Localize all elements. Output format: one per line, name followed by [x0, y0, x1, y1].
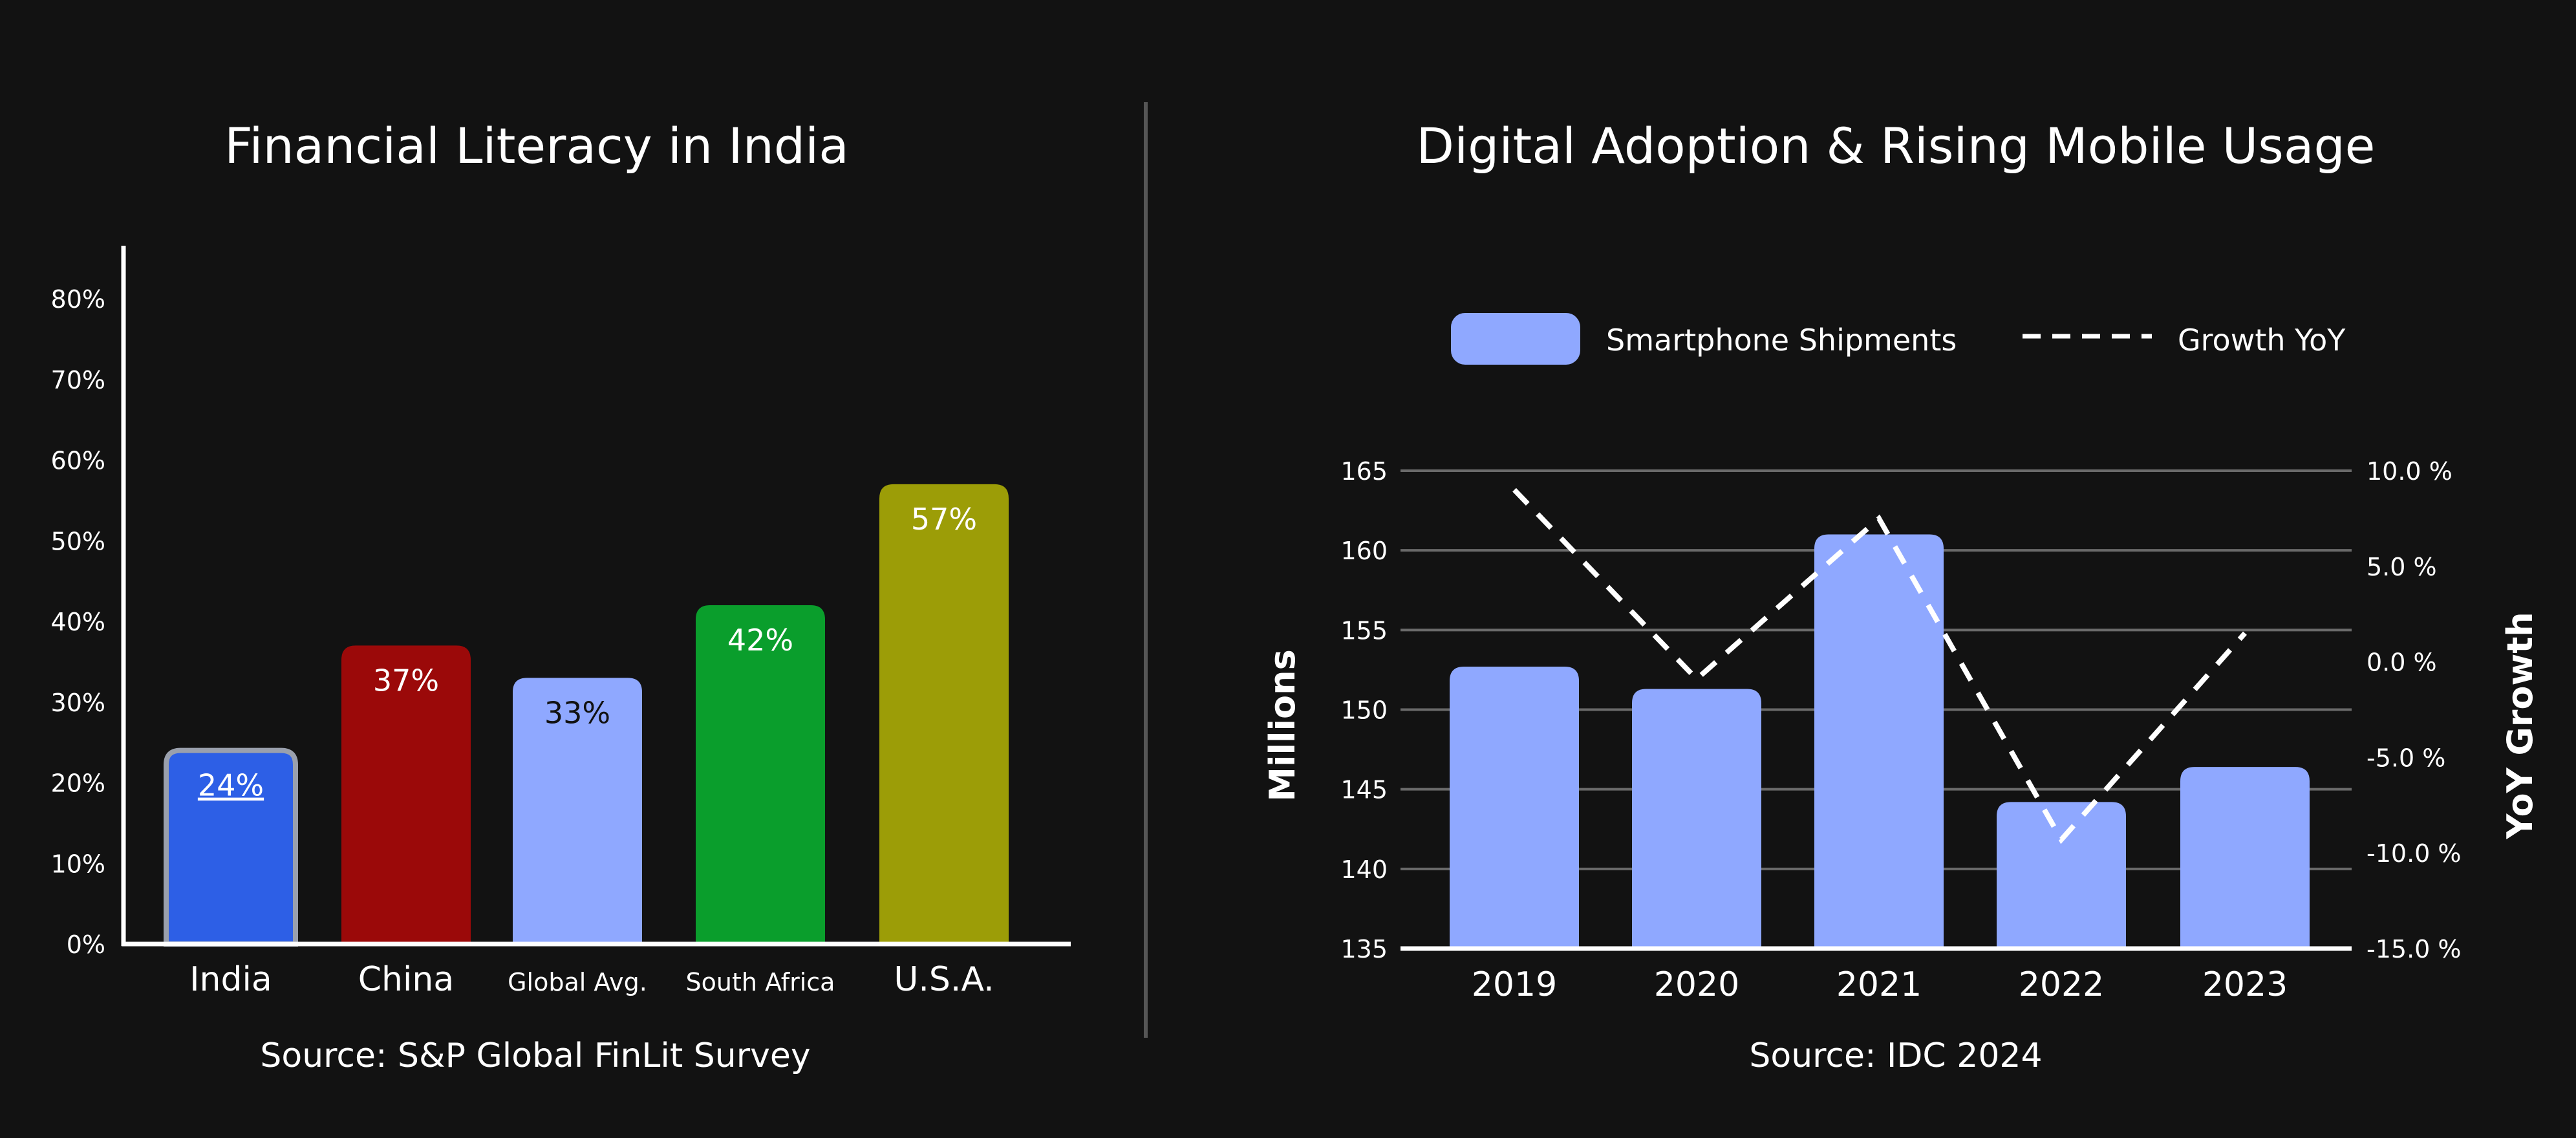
value-label-india: 24%	[198, 768, 264, 803]
category-label-u-s-a: U.S.A.	[894, 960, 994, 999]
right-axis-tick-label: -5.0 %	[2367, 744, 2445, 772]
bar-2022	[1997, 802, 2126, 949]
bar-2020	[1632, 689, 1761, 949]
left-category-labels: India China Global Avg. South Africa U.S.A.	[189, 960, 994, 999]
category-label-2021: 2021	[1836, 965, 1922, 1004]
bar-india	[164, 747, 298, 947]
left-y-tick-label: 30%	[51, 689, 105, 717]
category-label-2020: 2020	[1654, 965, 1739, 1004]
right-axis-tick-label: -10.0 %	[2367, 839, 2462, 868]
left-axis-title: Millions	[1262, 649, 1303, 801]
legend-bar-swatch	[1451, 313, 1580, 365]
right-axis-tick-label: 0.0 %	[2367, 649, 2437, 677]
bar-2021	[1814, 534, 1944, 949]
left-axis-tick-label: 135	[1340, 935, 1388, 963]
left-y-tick-label: 80%	[51, 285, 105, 314]
left-value-labels: 24% 37% 33% 42% 57%	[198, 502, 977, 803]
right-left-axis-ticks: 135 140 145 150 155 160 165	[1340, 457, 1388, 963]
left-y-tick-label: 60%	[51, 447, 105, 475]
category-label-south-africa: South Africa	[686, 968, 835, 996]
left-axis-tick-label: 155	[1340, 616, 1388, 645]
right-secondary-axis-ticks: -15.0 % -10.0 % -5.0 % 0.0 % 5.0 % 10.0 %	[2367, 457, 2462, 963]
category-label-2022: 2022	[2019, 965, 2104, 1004]
bar-south-africa	[696, 605, 825, 944]
category-label-global-avg: Global Avg.	[508, 968, 647, 996]
growth-line-group	[1512, 488, 2247, 844]
left-y-tick-label: 50%	[51, 527, 105, 555]
bar-2019	[1450, 666, 1579, 949]
value-label-global-avg: 33%	[544, 695, 610, 730]
left-chart-title: Financial Literacy in India	[224, 117, 849, 175]
left-axis-tick-label: 150	[1340, 696, 1388, 725]
left-axis-tick-label: 165	[1340, 457, 1388, 486]
bar-global-avg	[513, 678, 642, 944]
digital-adoption-chart: Digital Adoption & Rising Mobile Usage S…	[1262, 117, 2540, 1075]
right-category-labels: 2019 2020 2021 2022 2023	[1472, 965, 2288, 1004]
left-y-tick-label: 40%	[51, 608, 105, 636]
left-chart-source: Source: S&P Global FinLit Survey	[260, 1036, 810, 1075]
financial-literacy-chart: Financial Literacy in India 0% 10% 20% 30% 4…	[51, 117, 1071, 1075]
growth-yoy-line	[1512, 488, 2247, 844]
category-label-2023: 2023	[2202, 965, 2288, 1004]
left-axis-tick-label: 160	[1340, 537, 1388, 565]
bar-china	[341, 645, 471, 944]
value-label-china: 37%	[373, 663, 439, 698]
left-bars	[164, 484, 1009, 947]
left-axis-tick-label: 145	[1340, 776, 1388, 804]
left-axis-tick-label: 140	[1340, 855, 1388, 884]
right-axis-tick-label: -15.0 %	[2367, 935, 2462, 963]
legend: Smartphone Shipments Growth YoY	[1451, 313, 2346, 365]
legend-label-shipments: Smartphone Shipments	[1606, 323, 1957, 358]
right-axis-title: YoY Growth	[2500, 612, 2540, 839]
left-y-tick-label: 0%	[67, 930, 105, 959]
right-axis-tick-label: 10.0 %	[2367, 457, 2453, 486]
bar-u-s-a	[879, 484, 1009, 944]
category-label-india: India	[189, 960, 272, 999]
category-label-2019: 2019	[1472, 965, 1557, 1004]
left-y-axis-ticks: 0% 10% 20% 30% 40% 50% 60% 70% 80%	[51, 285, 105, 959]
value-label-u-s-a: 57%	[911, 502, 977, 537]
right-axis-tick-label: 5.0 %	[2367, 553, 2437, 581]
bar-2023	[2180, 767, 2310, 949]
legend-label-growth: Growth YoY	[2178, 323, 2346, 358]
left-y-tick-label: 20%	[51, 769, 105, 798]
category-label-china: China	[358, 960, 455, 999]
left-y-tick-label: 70%	[51, 366, 105, 394]
right-chart-source: Source: IDC 2024	[1749, 1036, 2042, 1075]
value-label-south-africa: 42%	[727, 623, 793, 658]
right-chart-title: Digital Adoption & Rising Mobile Usage	[1417, 117, 2376, 175]
left-y-tick-label: 10%	[51, 850, 105, 878]
right-bars	[1450, 534, 2310, 949]
